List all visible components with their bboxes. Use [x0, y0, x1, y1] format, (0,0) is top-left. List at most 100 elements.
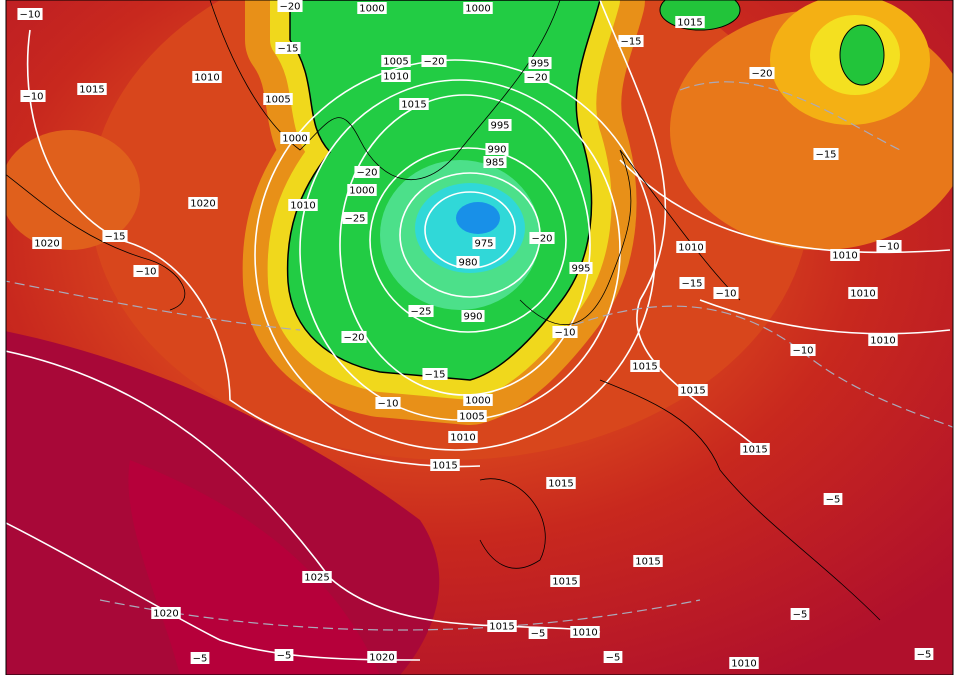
temperature-label: −5: [528, 627, 548, 640]
isobar-label-text: 1010: [194, 73, 219, 84]
isobar-label-box: [678, 384, 708, 396]
temperature-label-text: −5: [277, 651, 292, 662]
temperature-label-box: [552, 326, 578, 338]
isobar-label-text: 980: [458, 258, 477, 269]
temperature-label: −5: [190, 652, 210, 665]
isobar-label-text: 1015: [401, 100, 426, 111]
temperature-label: −10: [133, 265, 159, 278]
isobar-label-text: 1015: [677, 18, 702, 29]
warm-core: [128, 460, 380, 675]
isobar-label-box: [288, 199, 318, 211]
isobar-label-box: [848, 287, 878, 299]
temperature-label-text: −20: [356, 168, 377, 179]
temperature-label-box: [679, 277, 705, 289]
isobar-label: 995: [569, 262, 593, 275]
temperature-label: −5: [914, 648, 934, 661]
temperature-label: −25: [342, 212, 368, 225]
temperature-label: −10: [17, 8, 43, 21]
isobar-label-text: 1010: [731, 659, 756, 670]
isobar-label-text: 1015: [680, 386, 705, 397]
temperature-label: −20: [421, 55, 447, 68]
isobar-label: 1020: [32, 237, 62, 250]
temperature-label-box: [277, 0, 303, 12]
isobar-label-box: [192, 71, 222, 83]
isobar-label-text: 1015: [632, 362, 657, 373]
isobar-label-text: 1000: [359, 4, 384, 15]
isobar-label: 1015: [740, 443, 770, 456]
temperature-label-box: [914, 648, 934, 660]
temperature-label-box: [790, 608, 810, 620]
temperature-label: −15: [813, 148, 839, 161]
temperature-label-text: −5: [793, 610, 808, 621]
isobar-label: 1010: [729, 657, 759, 670]
isobar-label-text: 1015: [552, 577, 577, 588]
isobar-label-box: [630, 360, 660, 372]
temperature-label: −10: [375, 397, 401, 410]
temperature-label: −15: [102, 230, 128, 243]
isobar-label: 1000: [463, 394, 493, 407]
isobar-label-text: 1020: [369, 653, 394, 664]
isobar-label: 1010: [848, 287, 878, 300]
temperature-label-text: −5: [531, 629, 546, 640]
temperature-label-box: [618, 35, 644, 47]
isobar-label: 995: [528, 57, 552, 70]
temperature-label: −15: [275, 42, 301, 55]
temperature-label-box: [274, 649, 294, 661]
isobar-label-box: [77, 83, 107, 95]
cold-center: [456, 202, 500, 234]
temperature-label: −25: [408, 305, 434, 318]
temperature-label: −10: [20, 90, 46, 103]
isobar-label-text: 990: [463, 312, 482, 323]
isobar-label-text: 1000: [465, 4, 490, 15]
temperature-label-box: [524, 71, 550, 83]
isobar-label-text: 1010: [678, 243, 703, 254]
isobar-label: 1020: [367, 651, 397, 664]
temperature-label-text: −20: [751, 69, 772, 80]
temperature-label-box: [408, 305, 434, 317]
isobar-label-box: [151, 607, 181, 619]
isobar-label: 1010: [192, 71, 222, 84]
isobar-label-box: [381, 55, 411, 67]
isobar-label-text: 1010: [850, 289, 875, 300]
isobar-label-box: [740, 443, 770, 455]
isobar-label: 1015: [487, 620, 517, 633]
isobar-label-text: 1025: [304, 573, 329, 584]
temperature-label-text: −10: [135, 267, 156, 278]
temperature-label-box: [823, 493, 843, 505]
temperature-label-box: [876, 240, 902, 252]
isobar-label-text: 995: [571, 264, 590, 275]
isobar-label: 1015: [633, 555, 663, 568]
temperature-label-text: −25: [344, 214, 365, 225]
isobar-label-box: [487, 620, 517, 632]
isobar-label: 1010: [868, 334, 898, 347]
temperature-label-box: [190, 652, 210, 664]
temperature-label-text: −15: [104, 232, 125, 243]
isobar-label-box: [472, 237, 496, 249]
temperature-label-box: [790, 344, 816, 356]
isobar-label: 975: [472, 237, 496, 250]
isobar-label-box: [569, 262, 593, 274]
temperature-label-text: −10: [22, 92, 43, 103]
isobar-label: 1015: [77, 83, 107, 96]
temperature-label-text: −15: [681, 279, 702, 290]
isobar-label: 1005: [381, 55, 411, 68]
isobar-label-box: [570, 626, 600, 638]
temperature-label-box: [749, 67, 775, 79]
isobar-label-text: 1015: [489, 622, 514, 633]
isobar-label-text: 1005: [459, 412, 484, 423]
temperature-label: −20: [749, 67, 775, 80]
isobar-label-text: 1015: [79, 85, 104, 96]
isobar-label-box: [263, 93, 293, 105]
isobar-label-box: [528, 57, 552, 69]
isobar-label-box: [729, 657, 759, 669]
isobar-label-box: [485, 143, 509, 155]
isobar-label-box: [347, 184, 377, 196]
isobar-label-box: [457, 410, 487, 422]
temperature-label: −5: [274, 649, 294, 662]
isobar-label-box: [675, 16, 705, 28]
isobar-label: 980: [456, 256, 480, 269]
isobar-label: 1005: [457, 410, 487, 423]
isobar-label-box: [302, 571, 332, 583]
